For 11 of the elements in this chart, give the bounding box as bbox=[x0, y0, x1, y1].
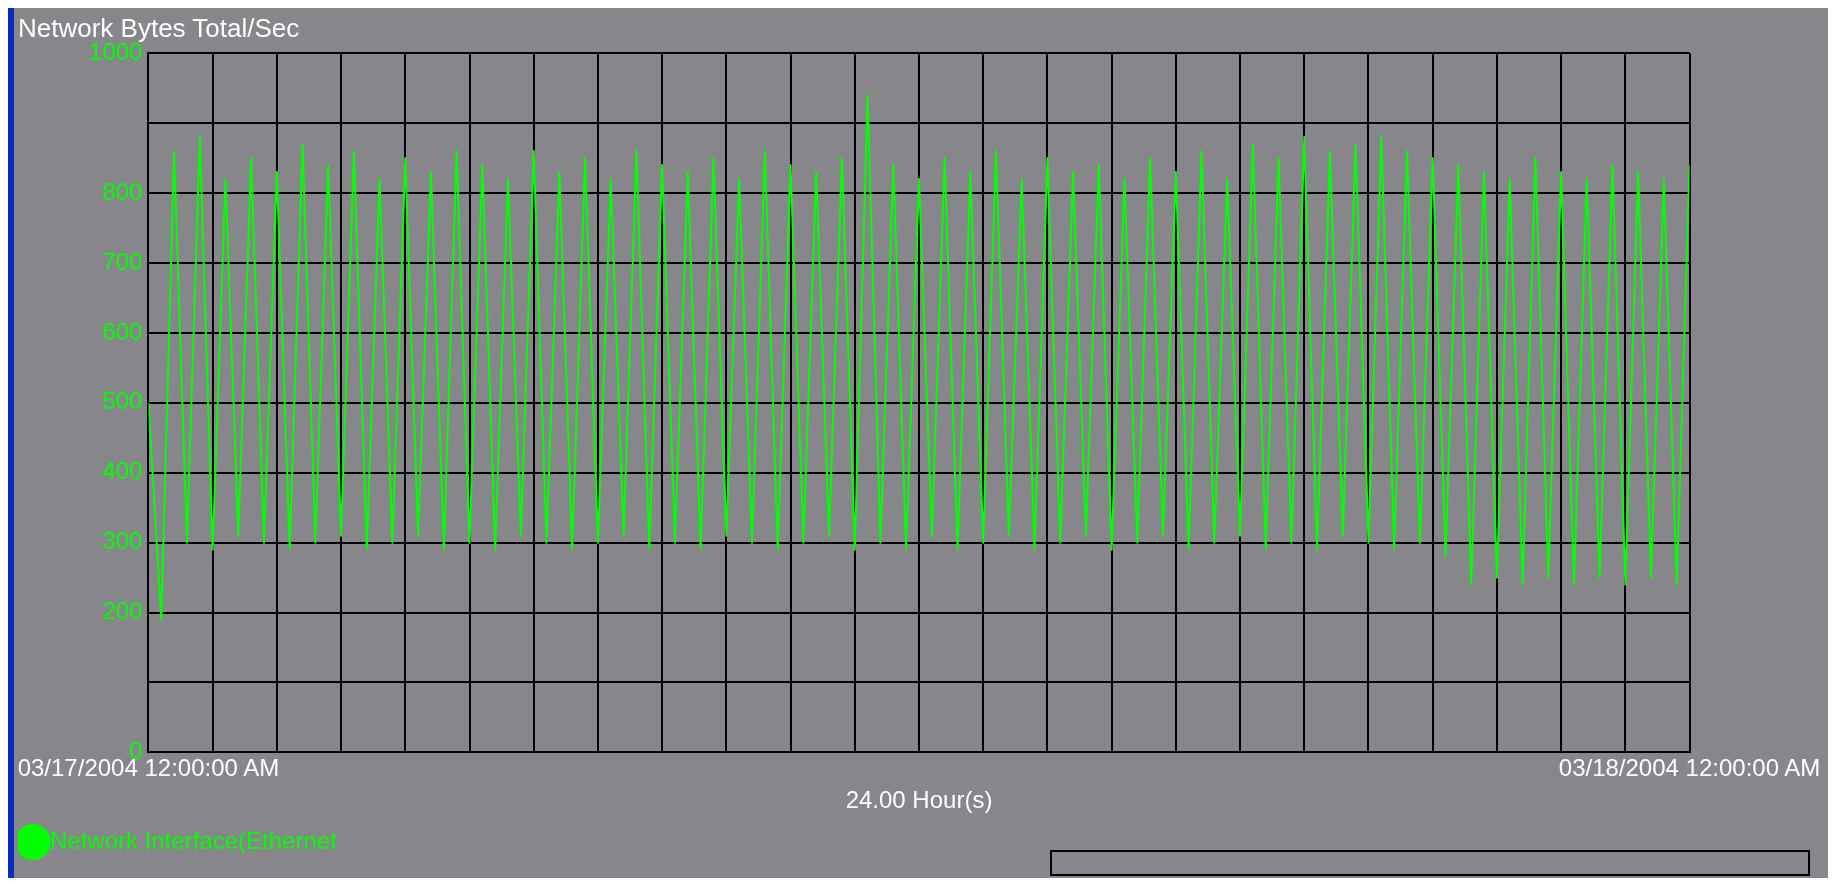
legend-label: Network Interface(Ethernet bbox=[50, 826, 338, 854]
y-tick-label: 400 bbox=[102, 457, 143, 485]
y-tick-label: 800 bbox=[102, 177, 143, 205]
y-tick-label: 500 bbox=[102, 387, 143, 415]
chart-title: Network Bytes Total/Sec bbox=[18, 12, 300, 43]
y-tick-label: 700 bbox=[102, 247, 143, 275]
x-axis-title: 24.00 Hour(s) bbox=[845, 786, 993, 814]
x-tick-label: 03/18/2004 12:00:00 AM bbox=[1558, 754, 1821, 782]
y-tick-label: 200 bbox=[102, 597, 143, 625]
y-tick-label: 600 bbox=[102, 317, 143, 345]
y-tick-label: 300 bbox=[102, 527, 143, 555]
